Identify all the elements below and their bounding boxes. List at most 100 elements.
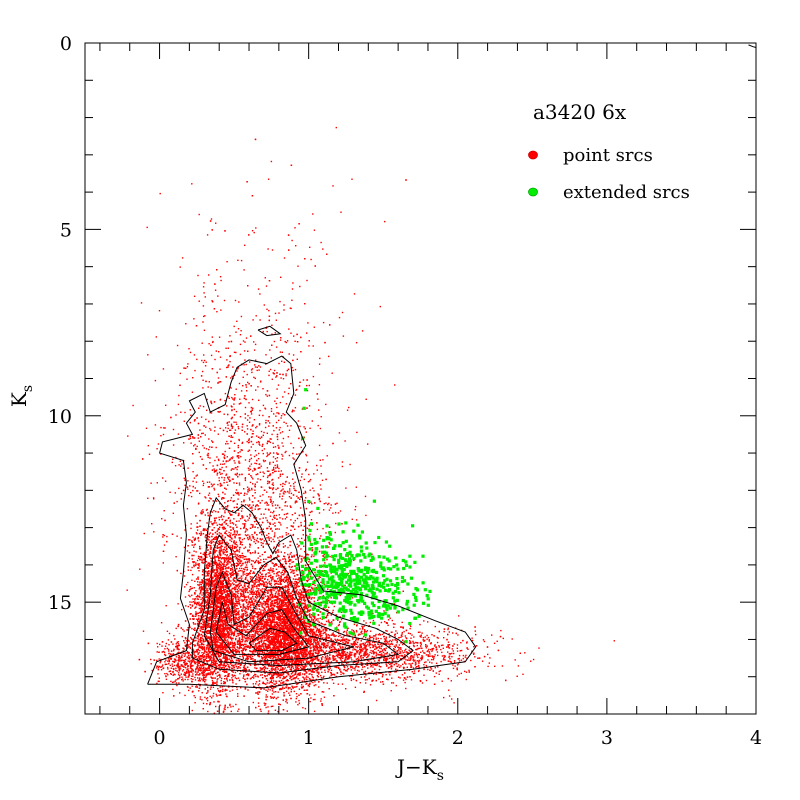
point-src-marker xyxy=(271,682,274,684)
point-src-marker xyxy=(308,642,310,644)
point-src-marker xyxy=(215,610,217,612)
point-src-marker xyxy=(340,211,342,213)
point-src-marker xyxy=(280,551,282,553)
point-src-marker xyxy=(453,702,455,704)
point-src-marker xyxy=(234,299,237,302)
point-src-marker xyxy=(258,561,260,564)
point-src-marker xyxy=(272,688,274,690)
point-src-marker xyxy=(273,516,275,518)
point-src-marker xyxy=(261,648,264,651)
point-src-marker xyxy=(415,653,418,655)
point-src-marker xyxy=(384,621,386,623)
point-src-marker xyxy=(296,613,298,615)
point-src-marker xyxy=(202,305,205,307)
point-src-marker xyxy=(199,593,201,595)
point-src-marker xyxy=(396,669,399,671)
point-src-marker xyxy=(420,643,422,645)
point-src-marker xyxy=(223,592,225,594)
point-src-marker xyxy=(412,658,415,660)
point-src-marker xyxy=(324,654,326,656)
point-src-marker xyxy=(243,350,246,352)
point-src-marker xyxy=(267,647,270,650)
point-src-marker xyxy=(286,605,289,607)
point-src-marker xyxy=(434,625,436,628)
point-src-marker xyxy=(177,603,179,605)
point-src-marker xyxy=(318,444,321,447)
point-src-marker xyxy=(298,699,300,702)
point-src-marker xyxy=(353,660,355,662)
point-src-marker xyxy=(364,670,367,672)
point-src-marker xyxy=(413,636,415,638)
point-src-marker xyxy=(235,489,238,491)
point-src-marker xyxy=(238,563,240,566)
point-src-marker xyxy=(339,510,342,512)
point-src-marker xyxy=(195,656,198,658)
point-src-marker xyxy=(221,582,224,584)
point-src-marker xyxy=(211,633,213,635)
point-src-marker xyxy=(217,587,219,589)
point-src-marker xyxy=(241,507,243,510)
point-src-marker xyxy=(277,549,279,551)
point-src-marker xyxy=(256,537,259,540)
point-src-marker xyxy=(270,160,273,163)
point-src-marker xyxy=(215,705,217,708)
point-src-marker xyxy=(452,632,454,634)
point-src-marker xyxy=(259,293,261,295)
point-src-marker xyxy=(270,705,273,708)
point-src-marker xyxy=(282,569,284,571)
point-src-marker xyxy=(368,660,370,662)
point-src-marker xyxy=(293,629,296,632)
point-src-marker xyxy=(298,597,301,599)
point-src-marker xyxy=(282,673,285,675)
point-src-marker xyxy=(212,661,214,664)
point-src-marker xyxy=(162,433,165,436)
point-src-marker xyxy=(270,680,272,683)
point-src-marker xyxy=(210,548,212,551)
point-src-marker xyxy=(154,424,157,426)
point-src-marker xyxy=(282,378,285,380)
point-src-marker xyxy=(303,680,306,682)
point-src-marker xyxy=(177,645,179,647)
point-src-marker xyxy=(218,351,220,353)
point-src-marker xyxy=(287,392,290,395)
point-src-marker xyxy=(273,646,276,649)
point-src-marker xyxy=(208,584,211,587)
point-src-marker xyxy=(212,524,214,526)
point-src-marker xyxy=(277,675,279,678)
point-src-marker xyxy=(254,366,257,368)
point-src-marker xyxy=(265,694,267,696)
point-src-marker xyxy=(306,461,309,463)
point-src-marker xyxy=(211,679,214,682)
point-src-marker xyxy=(200,510,203,512)
point-src-marker xyxy=(254,583,256,585)
point-src-marker xyxy=(297,678,299,680)
point-src-marker xyxy=(233,482,235,484)
point-src-marker xyxy=(262,602,264,604)
point-src-marker xyxy=(466,642,468,644)
point-src-marker xyxy=(273,691,275,693)
point-src-marker xyxy=(294,368,297,371)
point-src-marker xyxy=(325,633,327,636)
point-src-marker xyxy=(215,517,217,519)
point-src-marker xyxy=(259,652,261,655)
point-src-marker xyxy=(287,622,289,624)
point-src-marker xyxy=(309,664,311,666)
point-src-marker xyxy=(219,427,221,430)
point-src-marker xyxy=(198,570,200,572)
point-src-marker xyxy=(229,656,231,658)
point-src-marker xyxy=(286,642,288,645)
point-src-marker xyxy=(312,650,315,652)
point-src-marker xyxy=(247,450,249,452)
point-src-marker xyxy=(332,648,334,651)
point-src-marker xyxy=(293,554,295,557)
point-src-marker xyxy=(217,584,220,587)
point-src-marker xyxy=(232,398,234,400)
point-src-marker xyxy=(203,557,206,560)
point-src-marker xyxy=(244,573,246,575)
point-src-marker xyxy=(319,576,321,578)
point-src-marker xyxy=(225,693,227,695)
point-src-marker xyxy=(330,644,332,646)
point-src-marker xyxy=(281,638,283,640)
point-src-marker xyxy=(238,616,240,619)
point-src-marker xyxy=(221,523,223,525)
